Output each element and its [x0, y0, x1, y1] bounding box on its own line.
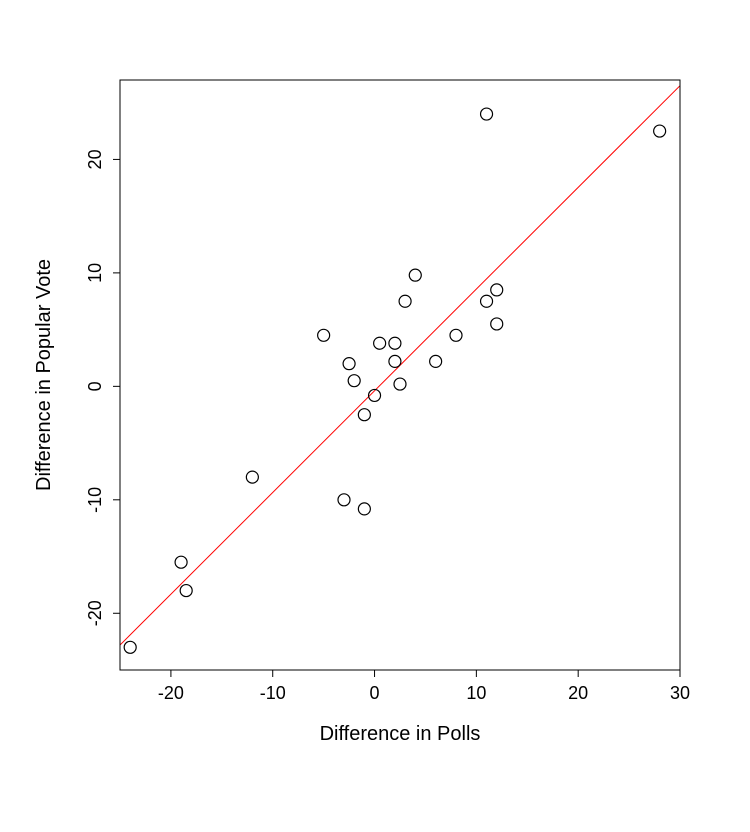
y-tick-label: -10 — [85, 487, 105, 513]
x-tick-label: 30 — [670, 683, 690, 703]
x-tick-label: -20 — [158, 683, 184, 703]
x-tick-label: 10 — [466, 683, 486, 703]
x-axis-label: Difference in Polls — [320, 723, 481, 745]
y-axis-label: Difference in Popular Vote — [33, 259, 55, 491]
x-tick-label: 0 — [370, 683, 380, 703]
y-tick-label: 20 — [85, 149, 105, 169]
y-tick-label: -20 — [85, 600, 105, 626]
x-tick-label: 20 — [568, 683, 588, 703]
x-tick-label: -10 — [260, 683, 286, 703]
y-tick-label: 10 — [85, 263, 105, 283]
scatter-chart: -20 -10 0 10 20 30 -20 -10 0 10 20 Difference in Po… — [0, 0, 750, 832]
y-tick-label: 0 — [85, 381, 105, 391]
